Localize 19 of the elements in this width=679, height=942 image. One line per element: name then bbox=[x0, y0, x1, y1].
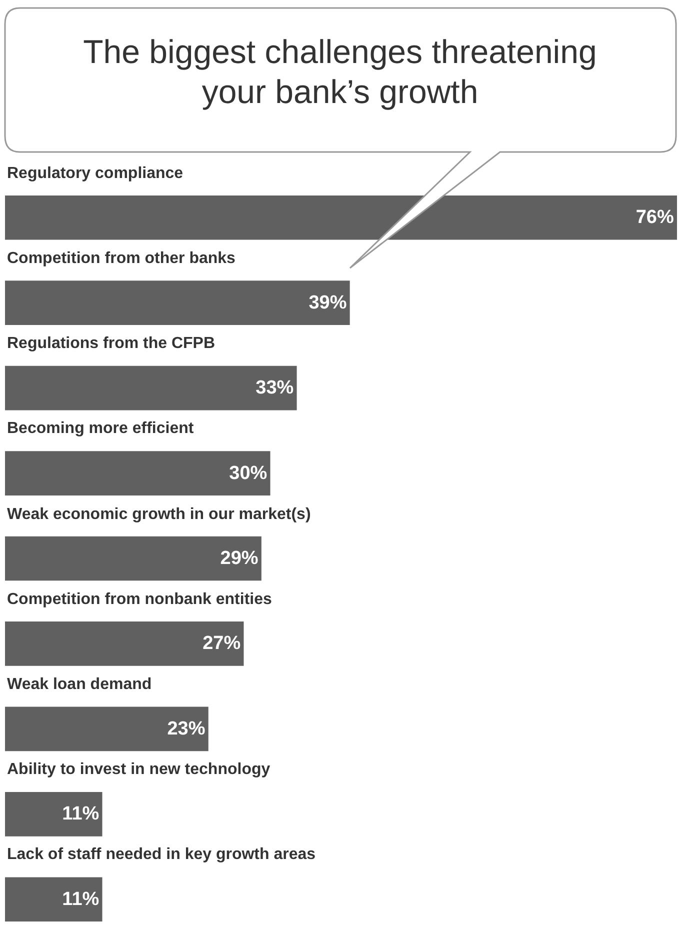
y-tick-label: Lack of staff needed in key growth areas bbox=[7, 846, 316, 863]
y-tick-label: Becoming more efficient bbox=[7, 420, 194, 437]
y-tick-label: Competition from other banks bbox=[7, 250, 236, 267]
y-tick-label: Competition from nonbank entities bbox=[7, 591, 272, 608]
y-tick-label: Regulatory compliance bbox=[7, 165, 184, 182]
data-label: 23% bbox=[167, 718, 206, 740]
y-tick-label: Weak economic growth in our market(s) bbox=[7, 506, 311, 523]
data-label: 27% bbox=[202, 633, 241, 654]
y-tick-label: Weak loan demand bbox=[7, 676, 152, 693]
data-label: 11% bbox=[62, 888, 100, 910]
data-label: 76% bbox=[636, 207, 674, 228]
y-tick-label: Ability to invest in new technology bbox=[7, 761, 270, 778]
y-tick-label: Regulations from the CFPB bbox=[7, 335, 216, 352]
data-label: 11% bbox=[62, 804, 100, 825]
data-label: 30% bbox=[229, 462, 268, 484]
chart-title: The biggest challenges threatening your bank’s growth bbox=[82, 32, 598, 112]
data-label: 39% bbox=[308, 292, 347, 314]
data-label: 29% bbox=[220, 548, 258, 569]
data-label: 33% bbox=[256, 378, 294, 399]
